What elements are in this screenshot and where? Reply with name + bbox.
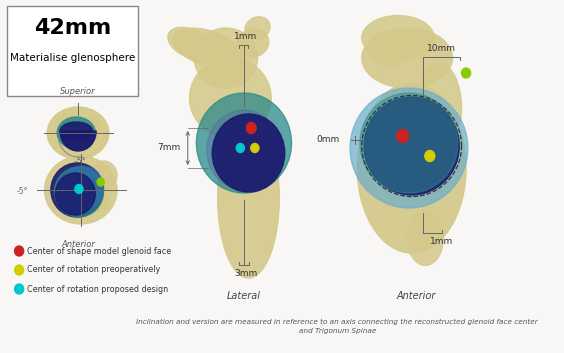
Circle shape bbox=[15, 284, 24, 294]
Text: Center of shape model glenoid face: Center of shape model glenoid face bbox=[27, 246, 171, 256]
Ellipse shape bbox=[237, 29, 269, 57]
Ellipse shape bbox=[60, 122, 92, 140]
Ellipse shape bbox=[173, 28, 243, 68]
Text: 10mm: 10mm bbox=[427, 44, 456, 53]
Ellipse shape bbox=[79, 118, 99, 136]
Text: 7mm: 7mm bbox=[157, 144, 180, 152]
Text: Materialise glenosphere: Materialise glenosphere bbox=[10, 53, 135, 63]
Ellipse shape bbox=[55, 167, 103, 217]
Circle shape bbox=[246, 122, 256, 133]
Text: 1mm: 1mm bbox=[430, 237, 453, 246]
Ellipse shape bbox=[57, 117, 95, 149]
Circle shape bbox=[15, 265, 24, 275]
Text: -5°: -5° bbox=[74, 157, 86, 166]
Text: -5°: -5° bbox=[17, 187, 28, 197]
Ellipse shape bbox=[90, 161, 117, 189]
Ellipse shape bbox=[196, 93, 292, 193]
Text: 3mm: 3mm bbox=[234, 269, 257, 278]
Ellipse shape bbox=[61, 166, 103, 210]
Circle shape bbox=[251, 144, 259, 152]
Ellipse shape bbox=[51, 163, 103, 217]
Ellipse shape bbox=[212, 114, 285, 192]
Ellipse shape bbox=[56, 114, 82, 136]
Ellipse shape bbox=[245, 17, 270, 39]
Ellipse shape bbox=[218, 118, 279, 278]
Ellipse shape bbox=[190, 58, 271, 138]
Ellipse shape bbox=[360, 93, 458, 193]
Ellipse shape bbox=[350, 88, 468, 208]
Text: Superior: Superior bbox=[60, 87, 96, 96]
Ellipse shape bbox=[194, 28, 258, 88]
Ellipse shape bbox=[362, 28, 452, 88]
Circle shape bbox=[75, 185, 83, 193]
Ellipse shape bbox=[168, 27, 212, 59]
Circle shape bbox=[425, 150, 435, 162]
FancyBboxPatch shape bbox=[7, 6, 138, 96]
Circle shape bbox=[97, 178, 104, 186]
Ellipse shape bbox=[207, 110, 281, 190]
Text: Center of rotation preoperatively: Center of rotation preoperatively bbox=[27, 265, 161, 275]
Wedge shape bbox=[60, 131, 96, 151]
Text: 42mm: 42mm bbox=[34, 18, 111, 38]
Text: 1mm: 1mm bbox=[234, 32, 257, 41]
Circle shape bbox=[396, 130, 408, 143]
Text: Center of rotation proposed design: Center of rotation proposed design bbox=[27, 285, 169, 293]
Ellipse shape bbox=[357, 83, 466, 253]
Circle shape bbox=[15, 246, 24, 256]
Circle shape bbox=[236, 144, 244, 152]
Text: Inclination and version are measured in reference to an axis connecting the reco: Inclination and version are measured in … bbox=[136, 319, 538, 334]
Ellipse shape bbox=[47, 107, 109, 159]
Ellipse shape bbox=[416, 63, 461, 153]
Circle shape bbox=[461, 68, 470, 78]
Text: 0mm: 0mm bbox=[317, 136, 340, 144]
Ellipse shape bbox=[89, 192, 109, 212]
Ellipse shape bbox=[45, 156, 117, 224]
Ellipse shape bbox=[364, 97, 459, 195]
Text: Anterior: Anterior bbox=[396, 291, 436, 301]
Text: Anterior: Anterior bbox=[61, 240, 95, 249]
Ellipse shape bbox=[407, 210, 443, 265]
Ellipse shape bbox=[362, 16, 434, 60]
Ellipse shape bbox=[55, 173, 95, 215]
Ellipse shape bbox=[369, 30, 409, 66]
Text: Lateral: Lateral bbox=[227, 291, 261, 301]
